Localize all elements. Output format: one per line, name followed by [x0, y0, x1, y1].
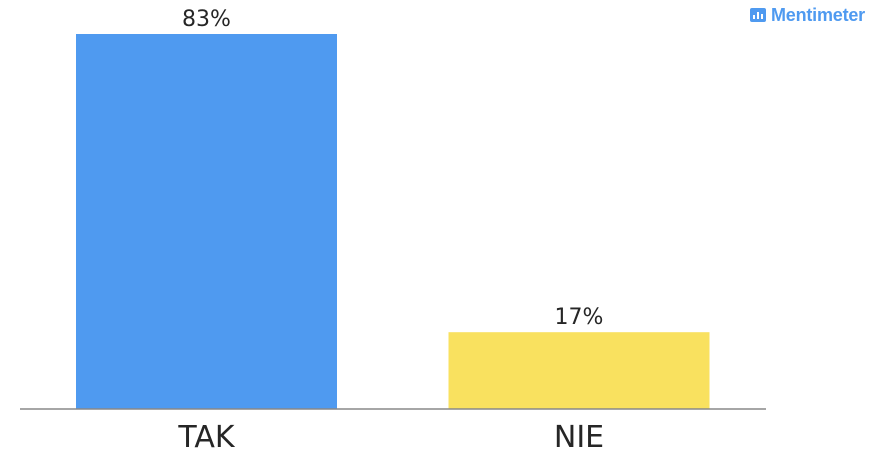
- bar-tak: [76, 34, 337, 409]
- mentimeter-logo: Mentimeter: [749, 4, 865, 26]
- bar-nie: [448, 332, 710, 409]
- value-label-nie: 17%: [555, 305, 604, 330]
- category-label-nie: NIE: [554, 420, 604, 453]
- logo-text: Mentimeter: [770, 4, 865, 25]
- category-label-tak: TAK: [177, 420, 236, 453]
- value-label-tak: 83%: [182, 7, 231, 32]
- bar-chart-icon: [749, 8, 766, 22]
- bars-group: [76, 34, 710, 409]
- labels-group: 83% TAK 17% NIE: [177, 7, 604, 453]
